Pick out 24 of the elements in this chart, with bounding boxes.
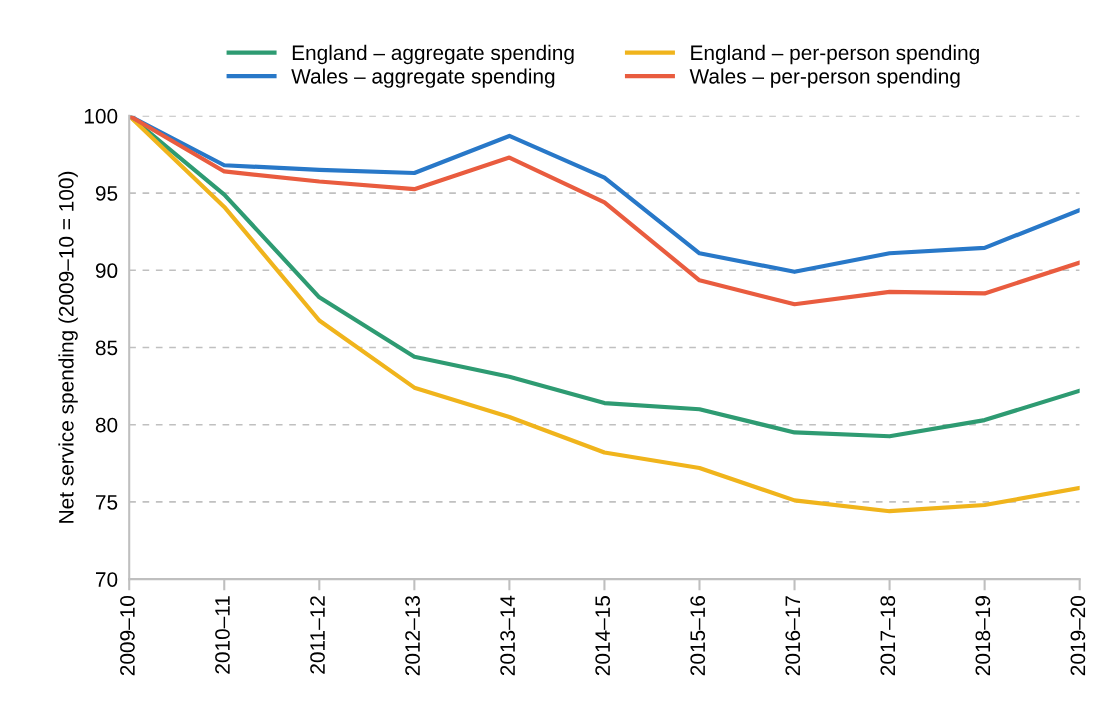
x-tick-label: 2014–15 <box>595 595 611 676</box>
line-series <box>129 115 1080 307</box>
y-axis-title: Net service spending (2009–10 = 100) <box>58 171 78 523</box>
x-tick-label: 2017–18 <box>880 596 896 676</box>
x-tick-label: 2009–10 <box>120 595 135 676</box>
y-tick-label: 95 <box>95 186 118 201</box>
x-tick-label: 2019–20 <box>1070 595 1086 676</box>
x-tick-label: 2013–14 <box>500 595 515 676</box>
y-tick-label: 80 <box>95 417 118 433</box>
legend-label: England – aggregate spending <box>292 44 574 65</box>
x-tick-label: 2016–17 <box>785 596 801 676</box>
x-tick-label: 2010–11 <box>215 596 230 674</box>
y-tick-label: 85 <box>95 340 118 356</box>
legend-label: Wales – per-person spending <box>689 68 960 88</box>
x-tick-label: 2015–16 <box>690 596 706 676</box>
y-tick-label: 75 <box>96 495 118 510</box>
legend-label: Wales – aggregate spending <box>291 68 555 88</box>
x-tick-label: 2011–12 <box>310 596 325 674</box>
x-tick-label: 2018–19 <box>975 596 991 676</box>
x-tick-label: 2012–13 <box>405 596 420 676</box>
y-tick-label: 90 <box>95 263 118 279</box>
y-tick-label: 70 <box>96 572 118 587</box>
y-tick-label: 100 <box>84 108 118 124</box>
legend-label: England – per-person spending <box>691 44 979 65</box>
